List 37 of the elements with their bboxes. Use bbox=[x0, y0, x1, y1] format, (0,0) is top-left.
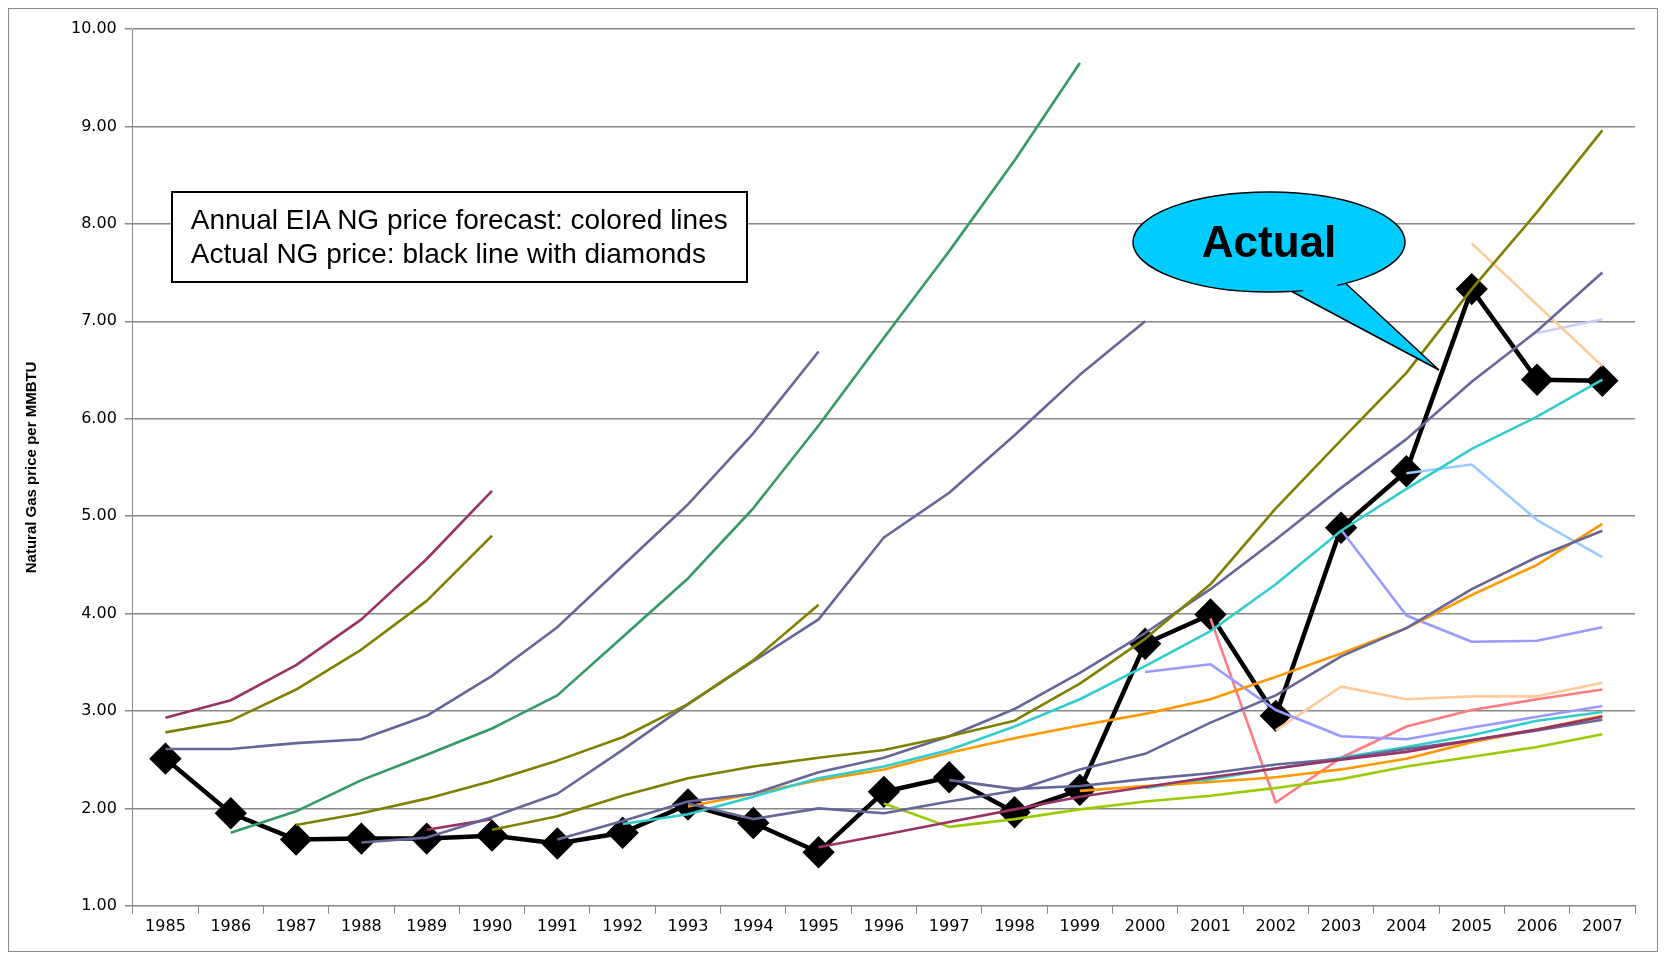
annotation: Actual NG price: black line with diamonds bbox=[190, 237, 707, 271]
x-tick-label: 1988 bbox=[341, 915, 382, 935]
x-tick-label: 2004 bbox=[1386, 915, 1427, 935]
annotation: Annual EIA NG price forecast: colored lines bbox=[190, 203, 728, 237]
x-tick-label: 2006 bbox=[1516, 915, 1558, 935]
y-tick-label: 6.00 bbox=[81, 407, 117, 427]
annotation: Actual bbox=[1200, 215, 1338, 268]
x-tick-label: 1998 bbox=[994, 915, 1035, 935]
x-tick-label: 1997 bbox=[928, 915, 970, 935]
x-tick-label: 1993 bbox=[667, 915, 709, 935]
y-tick-label: 4.00 bbox=[81, 602, 117, 622]
x-tick-label: 1996 bbox=[863, 915, 905, 935]
x-tick-label: 1992 bbox=[602, 915, 644, 935]
x-tick-label: 2007 bbox=[1581, 915, 1623, 935]
x-tick-label: 1986 bbox=[210, 915, 252, 935]
y-tick-label: 9.00 bbox=[81, 115, 117, 135]
y-tick-label: 3.00 bbox=[81, 700, 117, 720]
x-tick-label: 2001 bbox=[1190, 915, 1231, 935]
x-tick-label: 2002 bbox=[1255, 915, 1297, 935]
y-tick-label: 5.00 bbox=[81, 505, 117, 525]
x-tick-label: 2000 bbox=[1124, 915, 1166, 935]
x-tick-label: 2003 bbox=[1320, 915, 1362, 935]
y-tick-label: 8.00 bbox=[81, 213, 117, 232]
y-tick-label: 2.00 bbox=[81, 797, 117, 817]
x-tick-label: 2005 bbox=[1451, 915, 1493, 935]
x-tick-label: 1999 bbox=[1059, 915, 1101, 935]
y-tick-label: 7.00 bbox=[81, 310, 117, 330]
x-tick-label: 1990 bbox=[471, 915, 513, 935]
x-tick-label: 1989 bbox=[406, 915, 448, 935]
y-tick-label: 1.00 bbox=[81, 894, 117, 914]
x-tick-label: 1995 bbox=[798, 915, 839, 935]
x-tick-label: 1991 bbox=[536, 915, 578, 935]
x-tick-label: 1985 bbox=[145, 915, 186, 935]
y-tick-label: 10.00 bbox=[70, 18, 117, 38]
x-tick-label: 1994 bbox=[732, 915, 774, 935]
y-axis-title: Natural Gas price per MMBTU bbox=[22, 361, 40, 574]
x-tick-label: 1987 bbox=[275, 915, 317, 935]
